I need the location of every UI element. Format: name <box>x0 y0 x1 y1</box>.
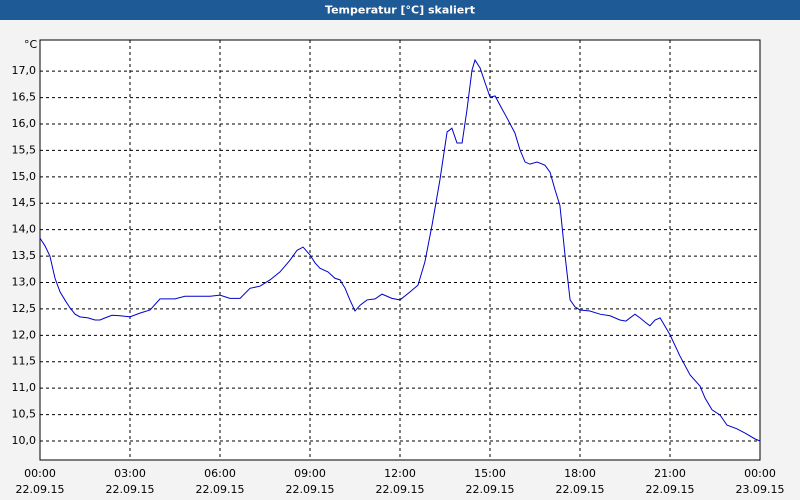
x-tick-label: 12:00 <box>384 467 416 480</box>
y-tick-label: 10,0 <box>12 434 37 447</box>
title-bar <box>0 0 800 20</box>
line-series <box>39 58 761 442</box>
y-tick-label: 11,5 <box>12 355 37 368</box>
x-tick-date: 22.09.15 <box>466 483 515 496</box>
x-tick-label: 06:00 <box>204 467 236 480</box>
x-tick-label: 00:00 <box>24 467 56 480</box>
x-tick-date: 22.09.15 <box>376 483 425 496</box>
x-tick-date: 23.09.15 <box>736 483 785 496</box>
y-tick-label: 16,0 <box>12 117 37 130</box>
y-unit: °C <box>24 38 38 51</box>
x-tick-date: 22.09.15 <box>556 483 605 496</box>
y-tick-label: 12,5 <box>12 302 37 315</box>
y-tick-label: 13,5 <box>12 249 37 262</box>
y-tick-label: 17,0 <box>12 64 37 77</box>
y-tick-label: 14,0 <box>12 223 37 236</box>
x-tick-label: 00:00 <box>744 467 776 480</box>
y-tick-label: 13,0 <box>12 275 37 288</box>
x-tick-date: 22.09.15 <box>106 483 155 496</box>
y-tick-label: 15,0 <box>12 170 37 183</box>
x-tick-label: 18:00 <box>564 467 596 480</box>
y-tick-label: 12,0 <box>12 328 37 341</box>
x-tick-date: 22.09.15 <box>286 483 335 496</box>
y-tick-label: 14,5 <box>12 196 37 209</box>
x-tick-label: 09:00 <box>294 467 326 480</box>
chart-title: Temperatur [°C] skaliert <box>325 4 475 17</box>
x-tick-label: 21:00 <box>654 467 686 480</box>
plot-border <box>39 39 761 461</box>
y-tick-label: 15,5 <box>12 143 37 156</box>
x-tick-date: 22.09.15 <box>16 483 65 496</box>
y-tick-label: 11,0 <box>12 381 37 394</box>
y-tick-label: 16,5 <box>12 91 37 104</box>
x-tick-label: 03:00 <box>114 467 146 480</box>
x-tick-label: 15:00 <box>474 467 506 480</box>
y-tick-label: 10,5 <box>12 408 37 421</box>
x-tick-date: 22.09.15 <box>646 483 695 496</box>
x-tick-date: 22.09.15 <box>196 483 245 496</box>
